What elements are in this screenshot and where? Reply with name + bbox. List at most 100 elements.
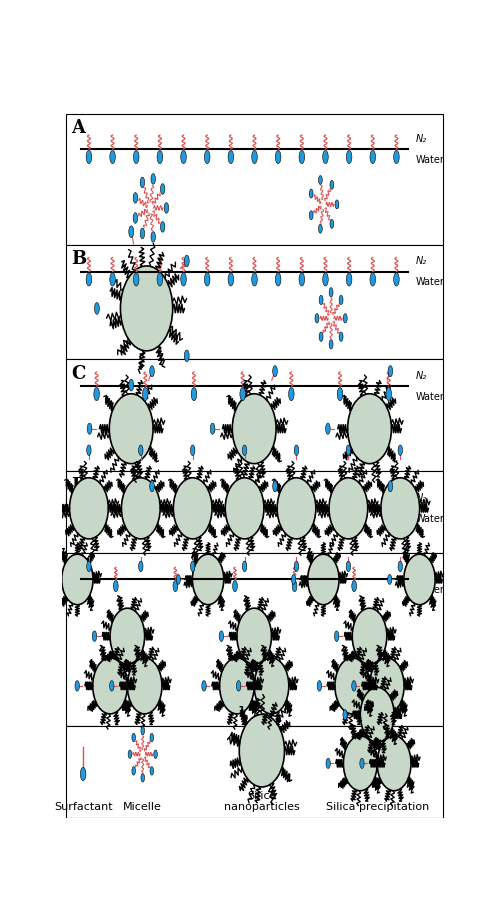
Ellipse shape xyxy=(323,273,328,286)
Ellipse shape xyxy=(330,220,334,229)
Text: Silica precipitation: Silica precipitation xyxy=(325,802,429,812)
Ellipse shape xyxy=(132,733,135,742)
Bar xyxy=(66,114,442,244)
Ellipse shape xyxy=(243,562,247,572)
Ellipse shape xyxy=(346,151,352,164)
Ellipse shape xyxy=(129,226,133,237)
Ellipse shape xyxy=(251,273,257,286)
Ellipse shape xyxy=(140,228,145,239)
Ellipse shape xyxy=(329,478,368,539)
Ellipse shape xyxy=(273,366,277,377)
Ellipse shape xyxy=(46,574,50,584)
Ellipse shape xyxy=(388,366,393,377)
Ellipse shape xyxy=(334,631,339,641)
Ellipse shape xyxy=(346,273,352,286)
Ellipse shape xyxy=(348,393,391,464)
Ellipse shape xyxy=(308,554,339,605)
Ellipse shape xyxy=(360,687,394,743)
Ellipse shape xyxy=(110,273,116,286)
Bar xyxy=(66,552,442,726)
Ellipse shape xyxy=(343,736,377,790)
Text: B: B xyxy=(71,250,87,268)
Ellipse shape xyxy=(87,445,91,456)
Ellipse shape xyxy=(114,581,118,592)
Ellipse shape xyxy=(318,224,322,233)
Ellipse shape xyxy=(343,709,347,720)
Ellipse shape xyxy=(173,478,212,539)
Ellipse shape xyxy=(310,189,313,199)
Ellipse shape xyxy=(299,151,305,164)
Ellipse shape xyxy=(360,758,364,768)
Text: E: E xyxy=(71,558,85,576)
Ellipse shape xyxy=(346,445,351,456)
Ellipse shape xyxy=(181,273,186,286)
Ellipse shape xyxy=(151,232,155,243)
Ellipse shape xyxy=(204,151,210,164)
Ellipse shape xyxy=(185,350,189,362)
Ellipse shape xyxy=(191,388,197,401)
Text: A: A xyxy=(71,119,86,138)
Ellipse shape xyxy=(138,562,143,572)
Ellipse shape xyxy=(339,295,343,304)
Ellipse shape xyxy=(92,631,97,641)
Ellipse shape xyxy=(150,733,154,742)
Ellipse shape xyxy=(121,266,173,351)
Ellipse shape xyxy=(160,221,165,233)
Ellipse shape xyxy=(319,295,323,304)
Ellipse shape xyxy=(237,681,241,691)
Ellipse shape xyxy=(294,445,299,456)
Ellipse shape xyxy=(140,177,145,187)
Ellipse shape xyxy=(204,273,210,286)
Ellipse shape xyxy=(337,388,343,401)
Ellipse shape xyxy=(122,478,160,539)
Ellipse shape xyxy=(133,212,137,223)
Ellipse shape xyxy=(377,736,411,790)
Text: C: C xyxy=(71,365,86,383)
Ellipse shape xyxy=(275,151,281,164)
Ellipse shape xyxy=(352,681,356,691)
Ellipse shape xyxy=(128,750,132,758)
Ellipse shape xyxy=(388,481,393,492)
Ellipse shape xyxy=(273,481,277,492)
Ellipse shape xyxy=(404,554,435,605)
Ellipse shape xyxy=(141,774,144,782)
Ellipse shape xyxy=(232,393,276,464)
Ellipse shape xyxy=(176,574,181,584)
Ellipse shape xyxy=(394,151,399,164)
Ellipse shape xyxy=(190,562,195,572)
Text: Water: Water xyxy=(416,278,444,288)
Ellipse shape xyxy=(142,388,148,401)
Ellipse shape xyxy=(225,478,264,539)
Ellipse shape xyxy=(237,608,271,664)
Ellipse shape xyxy=(228,151,234,164)
Text: D: D xyxy=(71,477,87,494)
Ellipse shape xyxy=(370,273,375,286)
Ellipse shape xyxy=(275,273,281,286)
Ellipse shape xyxy=(240,388,246,401)
Ellipse shape xyxy=(346,562,351,572)
Ellipse shape xyxy=(173,581,178,592)
Ellipse shape xyxy=(127,658,162,714)
Ellipse shape xyxy=(352,608,387,664)
Ellipse shape xyxy=(75,681,79,691)
Ellipse shape xyxy=(319,332,323,341)
Ellipse shape xyxy=(251,151,257,164)
Ellipse shape xyxy=(228,273,234,286)
Ellipse shape xyxy=(220,658,254,714)
Ellipse shape xyxy=(110,151,116,164)
Ellipse shape xyxy=(133,193,137,203)
Ellipse shape xyxy=(317,681,321,691)
Ellipse shape xyxy=(192,554,224,605)
Bar xyxy=(66,471,442,552)
Ellipse shape xyxy=(292,581,297,592)
Ellipse shape xyxy=(129,380,133,391)
Ellipse shape xyxy=(387,574,392,584)
Ellipse shape xyxy=(157,273,163,286)
Ellipse shape xyxy=(62,554,93,605)
Bar xyxy=(66,359,442,471)
Text: Water: Water xyxy=(416,391,444,402)
Ellipse shape xyxy=(233,581,238,592)
Ellipse shape xyxy=(133,273,139,286)
Text: Water: Water xyxy=(416,155,444,165)
Ellipse shape xyxy=(190,445,195,456)
